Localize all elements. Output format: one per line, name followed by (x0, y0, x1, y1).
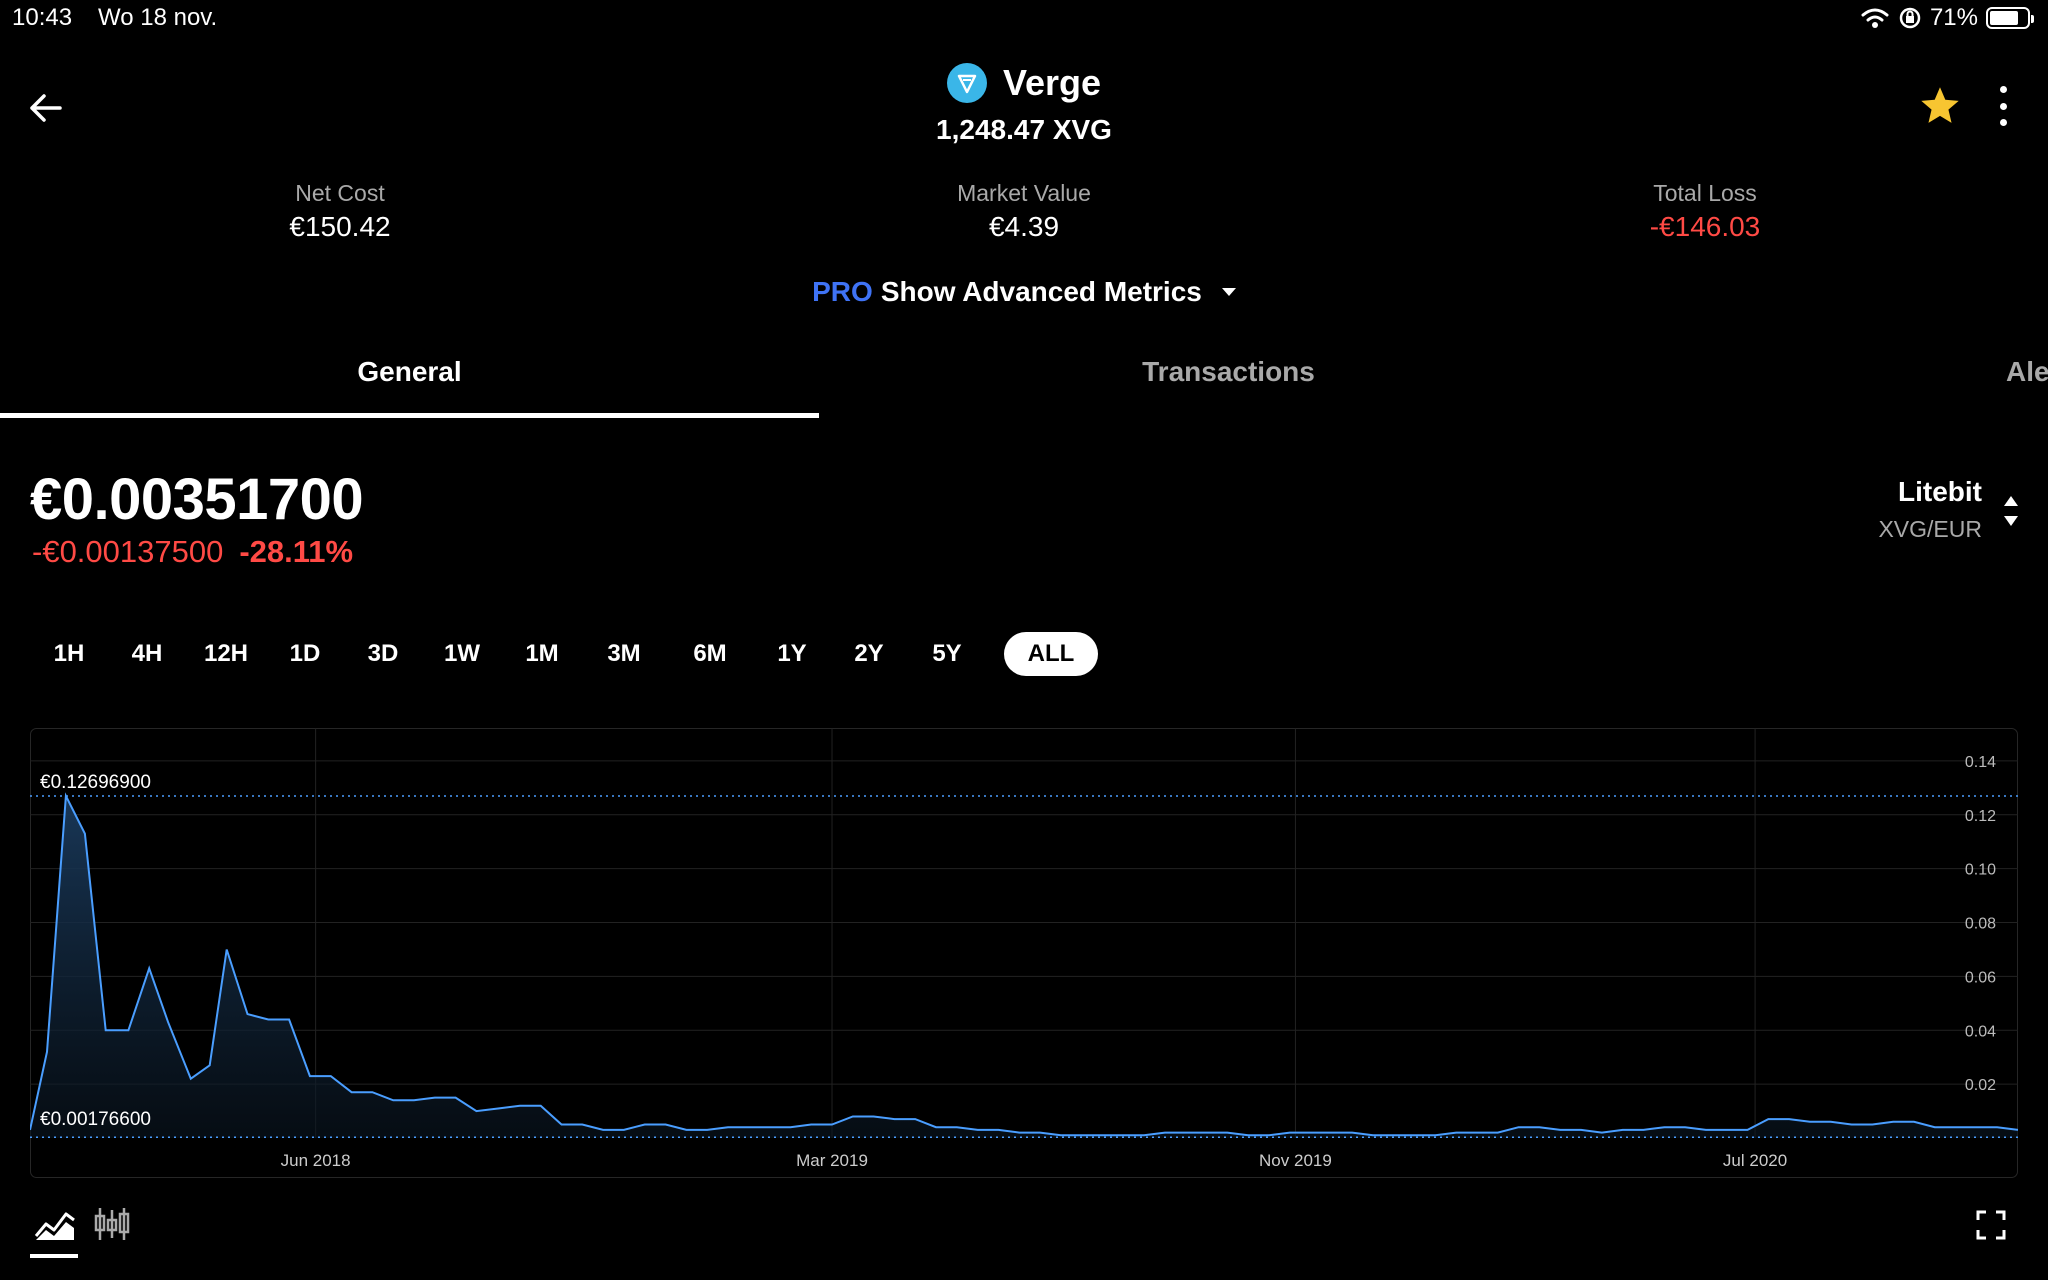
status-indicators: 71% (1860, 4, 2034, 32)
x-tick-label: Jul 2020 (1723, 1151, 1787, 1170)
coin-title: Verge (0, 62, 2048, 104)
advanced-metrics-toggle[interactable]: PRO Show Advanced Metrics (0, 276, 2048, 308)
range-1d[interactable]: 1D (289, 640, 321, 667)
metric-value: €150.42 (289, 211, 391, 242)
chart-mode-indicator (30, 1254, 78, 1258)
range-all[interactable]: ALL (1004, 632, 1098, 676)
range-12h[interactable]: 12H (203, 640, 249, 667)
range-1m[interactable]: 1M (525, 640, 559, 667)
back-arrow-icon[interactable] (26, 88, 66, 128)
y-tick-label: 0.02 (1965, 1077, 1996, 1094)
y-tick-label: 0.04 (1965, 1023, 1996, 1040)
metric-label: Market Value (957, 180, 1091, 206)
metric-market-value: Market Value €4.39 (824, 180, 1224, 243)
favorite-star-icon[interactable] (1918, 84, 1962, 128)
metric-label: Total Loss (1653, 180, 1757, 206)
price-change-pct: -28.11% (239, 534, 354, 569)
range-6m[interactable]: 6M (693, 640, 727, 667)
exchange-pair: XVG/EUR (1878, 516, 1982, 542)
caret-down-icon (1221, 288, 1236, 296)
verge-logo-icon (946, 63, 987, 103)
battery-percent: 71% (1929, 4, 1978, 31)
range-2y[interactable]: 2Y (854, 640, 884, 667)
metric-label: Net Cost (295, 180, 385, 206)
tab-general[interactable]: General (357, 356, 462, 387)
sort-arrows-icon[interactable] (2002, 494, 2020, 528)
advanced-metrics-label: Show Advanced Metrics (880, 276, 1202, 307)
pro-badge: PRO (812, 276, 873, 307)
tab-alerts[interactable]: Ale (2006, 356, 2048, 387)
holdings: 1,248.47 XVG (936, 114, 1112, 145)
range-4h[interactable]: 4H (131, 640, 163, 667)
range-3d[interactable]: 3D (367, 640, 399, 667)
price-change: -€0.00137500 -28.11% (32, 534, 353, 570)
wifi-icon (1861, 8, 1889, 28)
exchange-name: Litebit (1898, 476, 1982, 507)
metric-net-cost: Net Cost €150.42 (140, 180, 540, 243)
status-time: 10:43 (12, 4, 73, 31)
status-date: Wo 18 nov. (98, 4, 218, 31)
line-chart-mode-icon[interactable] (34, 1206, 76, 1242)
price-change-abs: -€0.00137500 (32, 534, 224, 569)
y-tick-label: 0.06 (1965, 969, 1996, 986)
price-line (30, 792, 2018, 1137)
range-1y[interactable]: 1Y (777, 640, 807, 667)
chart-frame (30, 728, 2018, 1178)
candlestick-mode-icon[interactable] (94, 1206, 130, 1242)
metric-value: -€146.03 (1649, 211, 1761, 242)
x-tick-label: Jun 2018 (281, 1151, 351, 1170)
coin-name: Verge (1002, 62, 1102, 103)
current-price: €0.00351700 (30, 467, 364, 532)
range-5y[interactable]: 5Y (932, 640, 962, 667)
metric-value: €4.39 (988, 211, 1060, 242)
tab-transactions[interactable]: Transactions (1142, 356, 1315, 387)
y-tick-label: 0.12 (1965, 808, 1996, 825)
price-area (30, 795, 2018, 1138)
high-label: €0.12696900 (40, 772, 151, 793)
time-range-selector: 1H 4H 12H 1D 3D 1W 1M 3M 6M 1Y 2Y 5Y ALL (42, 632, 1098, 676)
metric-total-loss: Total Loss -€146.03 (1505, 180, 1905, 243)
x-tick-label: Nov 2019 (1259, 1151, 1332, 1170)
y-tick-label: 0.14 (1965, 754, 1996, 771)
y-tick-label: 0.10 (1965, 862, 1996, 879)
battery-icon (1986, 7, 2034, 29)
price-chart[interactable]: €0.12696900 €0.00176600 0.14 0.12 0.10 0.08… (30, 728, 2018, 1178)
range-1h[interactable]: 1H (53, 640, 85, 667)
low-label: €0.00176600 (40, 1109, 151, 1130)
exchange-selector[interactable]: Litebit XVG/EUR (1878, 476, 1982, 543)
fullscreen-icon[interactable] (1976, 1210, 2006, 1240)
x-tick-label: Mar 2019 (796, 1151, 868, 1170)
rotation-lock-icon (1899, 7, 1921, 29)
more-menu-icon[interactable] (1992, 86, 2014, 126)
range-1w[interactable]: 1W (444, 640, 480, 667)
range-3m[interactable]: 3M (607, 640, 641, 667)
y-tick-label: 0.08 (1965, 916, 1996, 933)
active-tab-indicator (0, 413, 819, 418)
